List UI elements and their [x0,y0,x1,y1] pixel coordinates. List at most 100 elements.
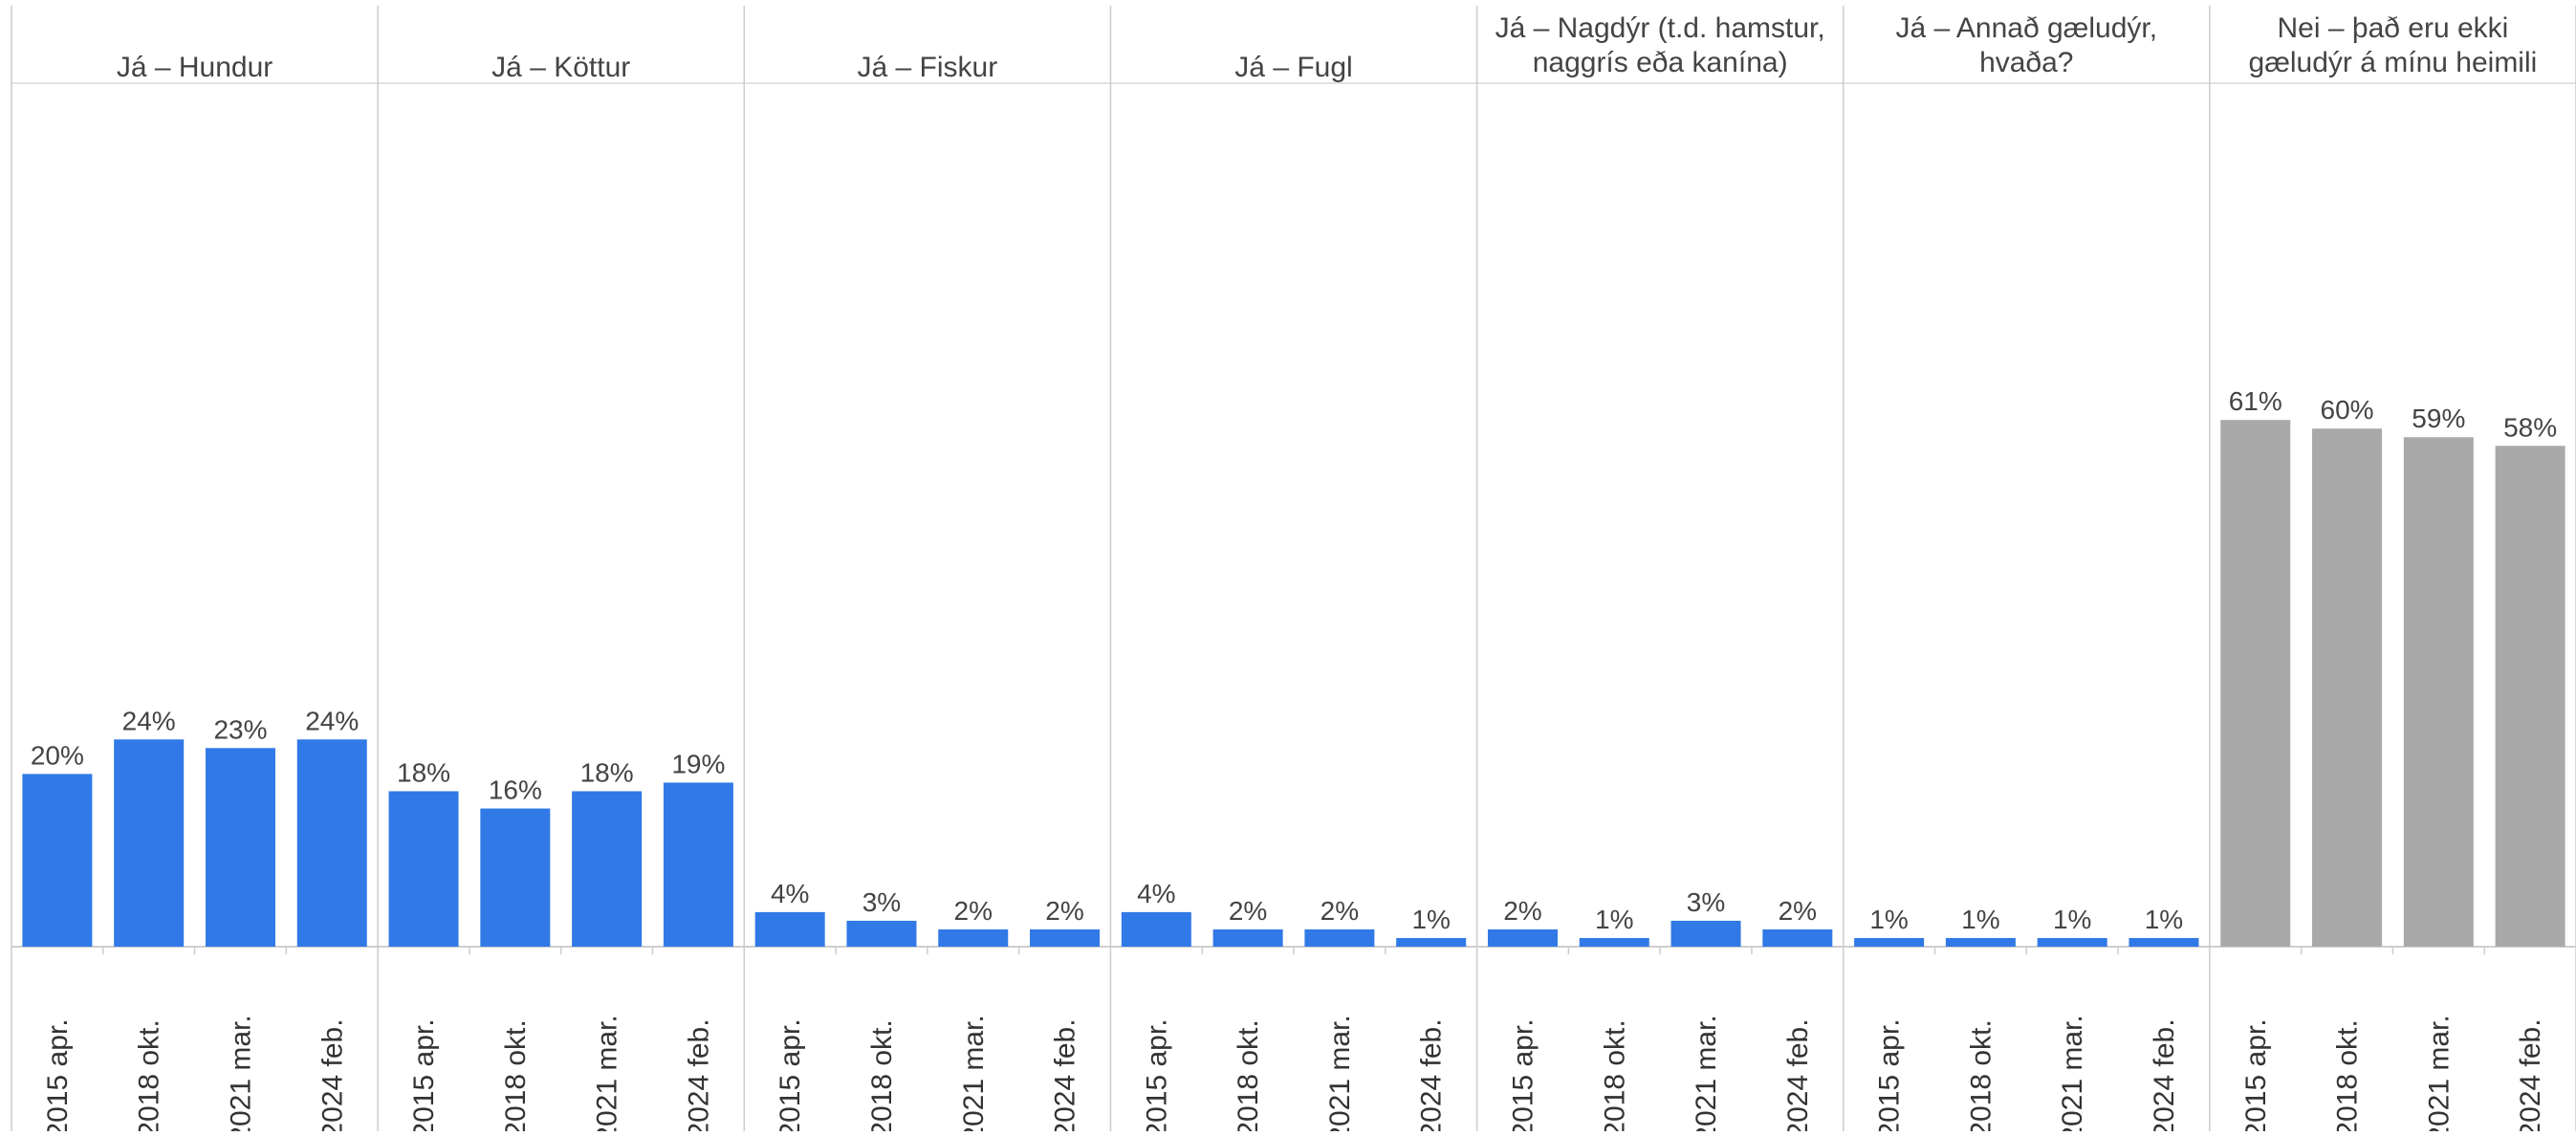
x-tick-label: 2024 feb. [2149,1018,2180,1131]
x-tick-label: 2018 okt. [2332,1019,2364,1131]
data-label: 20% [31,740,84,770]
x-tick-label: 2018 okt. [1965,1019,1997,1131]
bar [1396,937,1467,947]
panel-title: Já – Köttur [491,52,630,83]
data-label: 4% [1137,879,1175,908]
bar [2403,437,2474,948]
panel-title: naggrís eða kanína) [1533,47,1788,78]
data-label: 1% [2053,905,2091,934]
x-tick-label: 2021 mar. [1324,1015,1356,1131]
facet-panel: Já – Fugl 4% 2015 apr. 2% 2018 okt. 2% 2021 ma… [1121,52,1467,1136]
data-label: 24% [122,706,176,735]
data-label: 2% [1229,896,1267,926]
panel-title: Já – Fugl [1234,52,1352,83]
panel-title: gæludýr á mínu heimili [2249,47,2538,78]
x-tick-label: 2018 okt. [1599,1019,1630,1131]
bar [1945,937,2016,947]
x-tick-label: 2024 feb. [1416,1018,1448,1131]
bar [2220,420,2291,947]
bar [2037,937,2107,947]
panel-title: hvaða? [1979,47,2073,78]
bar [754,911,825,947]
x-tick-label: 2018 okt. [134,1019,165,1131]
bar [1121,911,1191,947]
data-label: 3% [862,887,901,917]
x-tick-label: 2018 okt. [500,1019,532,1131]
data-label: 1% [1869,905,1908,934]
x-tick-label: 2015 apr. [775,1018,806,1131]
data-label: 2% [1779,896,1817,926]
panel-title: Nei – það eru ekki [2278,12,2509,44]
facet-panel: Já – Nagdýr (t.d. hamstur,naggrís eða ka… [1487,12,1833,1136]
data-label: 16% [489,776,542,805]
facet-panel: Já – Annað gæludýr,hvaða? 1% 2015 apr. 1% 20… [1854,12,2199,1136]
bar [2312,428,2383,947]
bar [846,920,917,947]
x-tick-label: 2024 feb. [317,1018,348,1131]
data-label: 18% [580,757,634,787]
panel-title: Já – Nagdýr (t.d. hamstur, [1495,12,1825,44]
panel-title: Já – Annað gæludýr, [1896,12,2158,44]
facet-panel: Já – Hundur 20% 2015 apr. 24% 2018 okt. 23% 20… [22,52,367,1136]
data-label: 1% [1961,905,1999,934]
panel-title: Já – Fiskur [857,52,997,83]
bar [296,739,367,947]
bar [572,791,643,947]
bar [1030,928,1101,947]
data-label: 19% [671,749,725,778]
x-tick-label: 2015 apr. [2240,1018,2272,1131]
data-label: 24% [305,706,359,735]
data-label: 1% [1411,905,1450,934]
facet-panel: Já – Fiskur 4% 2015 apr. 3% 2018 okt. 2% 2021 … [754,52,1101,1136]
bar [1487,928,1558,947]
data-label: 1% [1595,905,1633,934]
x-tick-label: 2024 feb. [1782,1018,1814,1131]
bar [2128,937,2199,947]
x-tick-label: 2018 okt. [866,1019,898,1131]
x-tick-label: 2015 apr. [1507,1018,1539,1131]
x-tick-label: 2021 mar. [1691,1015,1722,1131]
data-label: 2% [1503,896,1541,926]
x-tick-label: 2015 apr. [1141,1018,1172,1131]
bar [1304,928,1375,947]
x-tick-label: 2015 apr. [1874,1018,1906,1131]
bar [22,774,93,947]
x-tick-label: 2015 apr. [42,1018,74,1131]
data-label: 61% [2229,386,2282,416]
data-label: 60% [2321,395,2374,425]
x-tick-label: 2018 okt. [1233,1019,1264,1131]
data-label: 23% [213,714,267,744]
bar [205,748,275,947]
data-label: 2% [1321,896,1359,926]
x-tick-label: 2024 feb. [2515,1018,2546,1131]
data-label: 18% [397,757,450,787]
bar [388,791,459,947]
data-label: 1% [2145,905,2183,934]
data-label: 4% [771,879,809,908]
bar [1854,937,1925,947]
x-tick-label: 2021 mar. [958,1015,990,1131]
x-tick-label: 2021 mar. [592,1015,623,1131]
data-label: 59% [2412,404,2465,433]
facet-panel: Já – Köttur 18% 2015 apr. 16% 2018 okt. 18% 20… [388,52,733,1136]
x-tick-label: 2021 mar. [2057,1015,2088,1131]
bar [938,928,1009,947]
x-tick-label: 2024 feb. [1050,1018,1081,1131]
bar [114,739,185,947]
data-label: 2% [954,896,993,926]
data-label: 2% [1045,896,1083,926]
panel-title: Já – Hundur [117,52,273,83]
x-tick-label: 2015 apr. [408,1018,440,1131]
data-label: 3% [1687,887,1725,917]
bar [1762,928,1833,947]
x-tick-label: 2021 mar. [2423,1015,2455,1131]
x-tick-label: 2021 mar. [225,1015,256,1131]
bar [1670,920,1741,947]
bar [663,782,733,947]
bar [1212,928,1283,947]
bar [1579,937,1649,947]
bar [480,808,551,947]
